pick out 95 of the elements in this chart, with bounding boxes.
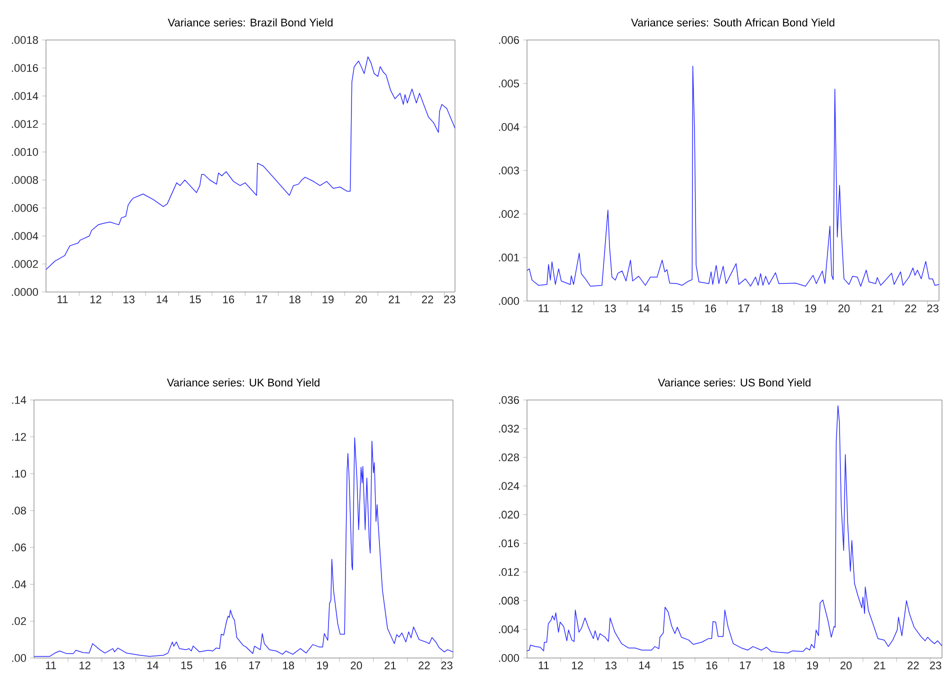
x-tick-label: 16 bbox=[706, 662, 718, 670]
y-tick-label: .0000 bbox=[12, 288, 38, 296]
x-tick-label: 14 bbox=[156, 296, 168, 304]
y-tick-label: .012 bbox=[499, 568, 519, 576]
x-tick-label: 15 bbox=[190, 296, 201, 304]
x-tick-label: 12 bbox=[572, 662, 583, 670]
x-tick-label: 21 bbox=[388, 296, 400, 304]
x-tick-label: 11 bbox=[46, 662, 56, 670]
x-tick-label: 16 bbox=[705, 304, 716, 312]
x-tick-label: 20 bbox=[840, 662, 852, 670]
y-tick-label: .001 bbox=[499, 254, 519, 262]
y-tick-label: .06 bbox=[12, 544, 26, 552]
x-tick-label: 16 bbox=[223, 296, 234, 304]
x-tick-label: 12 bbox=[90, 296, 102, 304]
y-tick-label: .0004 bbox=[12, 232, 38, 240]
y-tick-label: .0014 bbox=[12, 92, 38, 100]
y-tick-label: .08 bbox=[12, 506, 26, 514]
y-tick-label: .04 bbox=[12, 580, 26, 588]
y-tick-label: .004 bbox=[499, 625, 520, 634]
x-tick-label: 11 bbox=[538, 304, 549, 312]
x-tick-label: 22 bbox=[418, 662, 430, 670]
y-tick-label: .0008 bbox=[12, 176, 38, 184]
y-tick-label: .003 bbox=[499, 166, 519, 174]
x-tick-label: 21 bbox=[384, 662, 396, 670]
y-tick-label: .000 bbox=[499, 654, 520, 662]
y-tick-label: .028 bbox=[499, 453, 519, 462]
x-tick-label: 17 bbox=[738, 304, 750, 312]
x-tick-label: 17 bbox=[249, 662, 260, 670]
x-tick-label: 19 bbox=[805, 304, 816, 312]
x-tick-label: 22 bbox=[908, 662, 919, 670]
x-tick-label: 17 bbox=[256, 296, 268, 304]
x-tick-label: 21 bbox=[874, 662, 886, 670]
x-tick-label: 12 bbox=[80, 662, 90, 670]
x-tick-label: 16 bbox=[215, 662, 226, 670]
x-tick-label: 20 bbox=[350, 662, 362, 670]
chart-title: Variance series: South African Bond Yield bbox=[631, 18, 834, 26]
x-tick-label: 18 bbox=[774, 662, 784, 670]
x-tick-label: 23 bbox=[930, 662, 942, 670]
y-tick-label: .000 bbox=[499, 297, 520, 305]
x-tick-label: 22 bbox=[905, 304, 916, 312]
x-tick-label: 20 bbox=[838, 304, 850, 312]
y-tick-label: .14 bbox=[12, 396, 26, 404]
x-tick-label: 14 bbox=[638, 304, 650, 312]
x-tick-label: 13 bbox=[606, 662, 616, 670]
y-tick-label: .0018 bbox=[12, 36, 38, 44]
y-tick-label: .12 bbox=[12, 433, 26, 441]
x-tick-label: 21 bbox=[872, 304, 883, 312]
x-tick-label: 23 bbox=[441, 662, 452, 670]
y-tick-label: .005 bbox=[499, 80, 520, 88]
chart-title: Variance series: US Bond Yield bbox=[658, 378, 810, 386]
y-tick-label: .032 bbox=[499, 424, 519, 433]
x-tick-label: 22 bbox=[422, 296, 434, 304]
line-series bbox=[34, 437, 453, 657]
chart-title: Variance series: UK Bond Yield bbox=[166, 378, 320, 386]
x-tick-label: 19 bbox=[317, 662, 328, 670]
y-tick-label: .0010 bbox=[12, 148, 38, 156]
x-tick-label: 19 bbox=[322, 296, 334, 304]
x-tick-label: 12 bbox=[572, 304, 583, 312]
y-tick-label: .024 bbox=[499, 482, 520, 490]
x-tick-label: 20 bbox=[356, 296, 367, 304]
y-tick-label: .016 bbox=[499, 539, 519, 548]
x-tick-label: 18 bbox=[290, 296, 300, 304]
line-series bbox=[527, 66, 940, 287]
x-tick-label: 23 bbox=[444, 296, 456, 304]
y-tick-label: .0002 bbox=[12, 260, 38, 268]
x-tick-label: 13 bbox=[113, 662, 124, 670]
x-tick-label: 13 bbox=[605, 304, 616, 312]
y-tick-label: .008 bbox=[499, 596, 519, 605]
x-tick-label: 11 bbox=[538, 662, 549, 670]
y-tick-label: .020 bbox=[499, 510, 520, 519]
y-tick-label: .004 bbox=[499, 123, 520, 131]
x-tick-label: 13 bbox=[124, 296, 134, 304]
x-tick-label: 15 bbox=[181, 662, 192, 670]
line-series bbox=[527, 405, 942, 654]
x-tick-label: 15 bbox=[672, 304, 683, 312]
x-tick-label: 14 bbox=[639, 662, 650, 670]
chart-title: Variance series: Brazil Bond Yield bbox=[168, 18, 333, 26]
x-tick-label: 11 bbox=[58, 296, 68, 304]
x-tick-label: 19 bbox=[807, 662, 818, 670]
y-tick-label: .0016 bbox=[12, 64, 38, 72]
x-tick-label: 17 bbox=[740, 662, 751, 670]
x-tick-label: 15 bbox=[672, 662, 684, 670]
y-tick-label: .10 bbox=[12, 470, 26, 478]
line-series bbox=[46, 56, 456, 270]
x-tick-label: 18 bbox=[283, 662, 294, 670]
y-tick-label: .02 bbox=[12, 617, 26, 626]
x-tick-label: 14 bbox=[147, 662, 158, 670]
x-tick-label: 23 bbox=[927, 304, 939, 312]
x-tick-label: 18 bbox=[772, 304, 783, 312]
y-tick-label: .002 bbox=[499, 210, 519, 218]
y-tick-label: .00 bbox=[12, 654, 26, 662]
y-tick-label: .006 bbox=[499, 36, 519, 44]
y-tick-label: .0006 bbox=[12, 204, 38, 212]
y-tick-label: .036 bbox=[499, 396, 519, 404]
y-tick-label: .0012 bbox=[12, 120, 38, 128]
